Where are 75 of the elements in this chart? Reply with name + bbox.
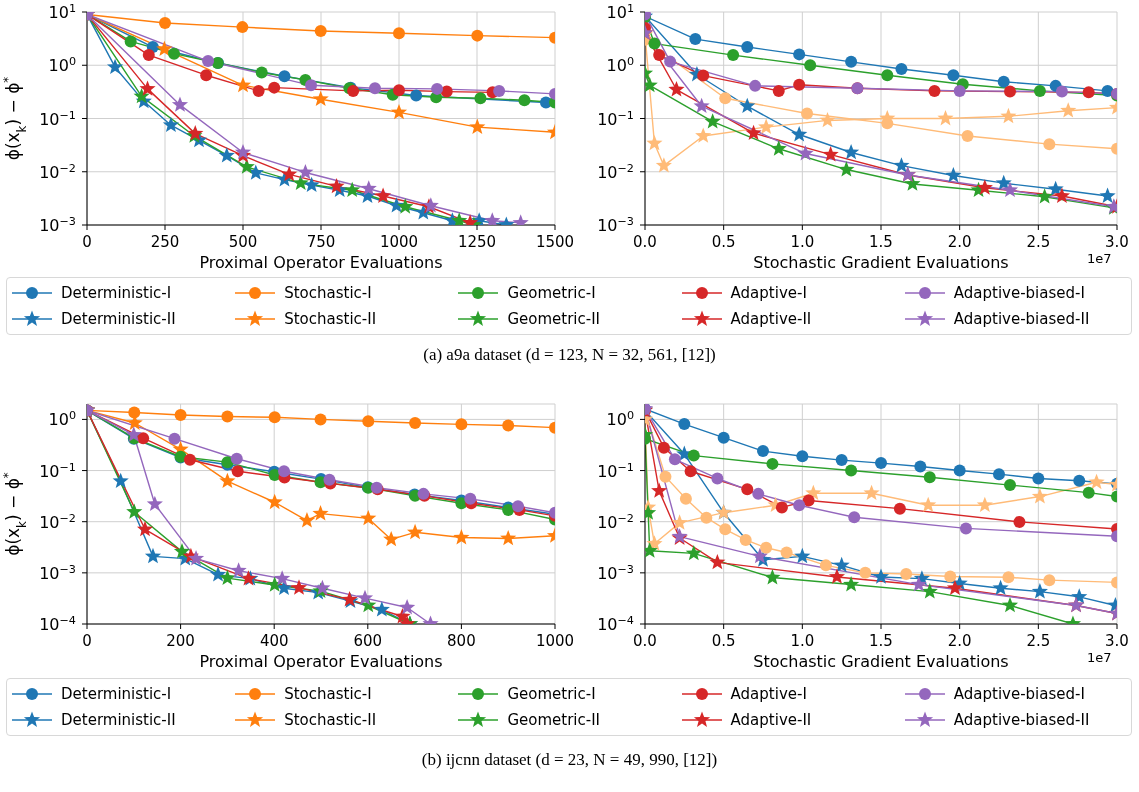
y-tick-label: 10$^{0}$ xyxy=(48,408,76,430)
x-tick-label: 1.0 xyxy=(790,632,815,650)
y-tick-label: 10$^{1}$ xyxy=(48,1,76,22)
y-tick-label: 10$^{−2}$ xyxy=(39,511,76,532)
y-tick-label: 10$^{0}$ xyxy=(606,54,634,76)
legend-label: Deterministic-II xyxy=(61,711,176,729)
legend-label: Adaptive-biased-I xyxy=(953,685,1085,703)
y-tick-label: 10$^{−1}$ xyxy=(39,108,76,129)
x-tick-label: 1.5 xyxy=(869,632,893,650)
x-tick-label: 3.0 xyxy=(1105,233,1129,251)
x-tick-label: 0.5 xyxy=(711,632,736,650)
legend-label: Deterministic-I xyxy=(61,284,172,302)
y-tick-label: 10$^{0}$ xyxy=(606,408,634,430)
x-tick-label: 0.0 xyxy=(633,632,657,650)
x-tick-label: 600 xyxy=(353,632,383,650)
text: 1e7 xyxy=(1087,251,1112,266)
legend-label: Geometric-II xyxy=(507,310,600,328)
x-tick-label: 750 xyxy=(306,233,336,251)
x-tick-label: 250 xyxy=(150,233,180,251)
x-axis-title: Proximal Operator Evaluations xyxy=(199,652,443,671)
x-axis-title: Stochastic Gradient Evaluations xyxy=(753,253,1009,272)
y-tick-label: 10$^{−1}$ xyxy=(39,460,76,481)
legend-label: Geometric-I xyxy=(507,284,596,302)
y-tick-label: 10$^{−1}$ xyxy=(597,460,634,481)
y-tick-label: 10$^{−3}$ xyxy=(39,214,76,235)
y-tick-label: 10$^{0}$ xyxy=(48,54,76,76)
y-tick-label: 10$^{−2}$ xyxy=(597,161,634,182)
y-tick-label: 10$^{−2}$ xyxy=(39,161,76,182)
x-tick-label: 1250 xyxy=(457,233,497,251)
legend-label: Adaptive-biased-II xyxy=(953,310,1090,328)
legend-label: Geometric-I xyxy=(507,685,596,703)
y-tick-label: 10$^{−4}$ xyxy=(39,613,76,634)
x-axis-title: Proximal Operator Evaluations xyxy=(199,253,443,272)
x-tick-label: 400 xyxy=(259,632,289,650)
y-tick-label: 10$^{−4}$ xyxy=(597,613,634,634)
y-tick-label: 10$^{−3}$ xyxy=(597,214,634,235)
x-tick-label: 0.0 xyxy=(633,233,657,251)
y-tick-label: 10$^{1}$ xyxy=(606,1,634,22)
text: 1e7 xyxy=(1087,650,1112,665)
x-tick-label: 2.0 xyxy=(947,233,972,251)
legend-label: Deterministic-I xyxy=(61,685,172,703)
x-tick-label: 0.5 xyxy=(711,233,736,251)
x-tick-label: 1500 xyxy=(535,233,575,251)
x-tick-label: 800 xyxy=(447,632,476,650)
legend-label: Geometric-II xyxy=(507,711,600,729)
x-tick-label: 0 xyxy=(82,632,92,650)
y-tick-label: 10$^{−1}$ xyxy=(597,108,634,129)
x-tick-label: 1.0 xyxy=(790,233,815,251)
y-tick-label: 10$^{−3}$ xyxy=(597,562,634,583)
x-tick-label: 2.5 xyxy=(1026,632,1051,650)
x-tick-label: 500 xyxy=(228,233,258,251)
legend-label: Adaptive-biased-I xyxy=(953,284,1085,302)
x-tick-label: 200 xyxy=(166,632,195,650)
x-tick-label: 2.5 xyxy=(1026,233,1051,251)
x-tick-label: 1.5 xyxy=(869,233,893,251)
legend-label: Adaptive-biased-II xyxy=(953,711,1090,729)
legend-label: Stochastic-I xyxy=(284,685,372,703)
y-tick-label: 10$^{−3}$ xyxy=(39,562,76,583)
legend-label: Adaptive-I xyxy=(730,685,807,703)
x-axis-title: Stochastic Gradient Evaluations xyxy=(753,652,1009,671)
x-tick-label: 2.0 xyxy=(947,632,972,650)
legend-label: Stochastic-I xyxy=(284,284,372,302)
x-tick-label: 1000 xyxy=(379,233,419,251)
legend-label: Adaptive-I xyxy=(730,284,807,302)
x-tick-label: 3.0 xyxy=(1105,632,1129,650)
legend-label: Adaptive-II xyxy=(730,310,812,328)
legend-label: Adaptive-II xyxy=(730,711,812,729)
legend-label: Deterministic-II xyxy=(61,310,176,328)
x-tick-label: 0 xyxy=(82,233,92,251)
text: (a) a9a dataset (d = 123, N = 32, 561, [12]) xyxy=(422,345,717,365)
y-tick-label: 10$^{−2}$ xyxy=(597,511,634,532)
legend-label: Stochastic-II xyxy=(284,310,377,328)
x-tick-label: 1000 xyxy=(535,632,575,650)
text: (b) ijcnn dataset (d = 23, N = 49, 990, [12]) xyxy=(420,750,719,770)
legend-label: Stochastic-II xyxy=(284,711,377,729)
